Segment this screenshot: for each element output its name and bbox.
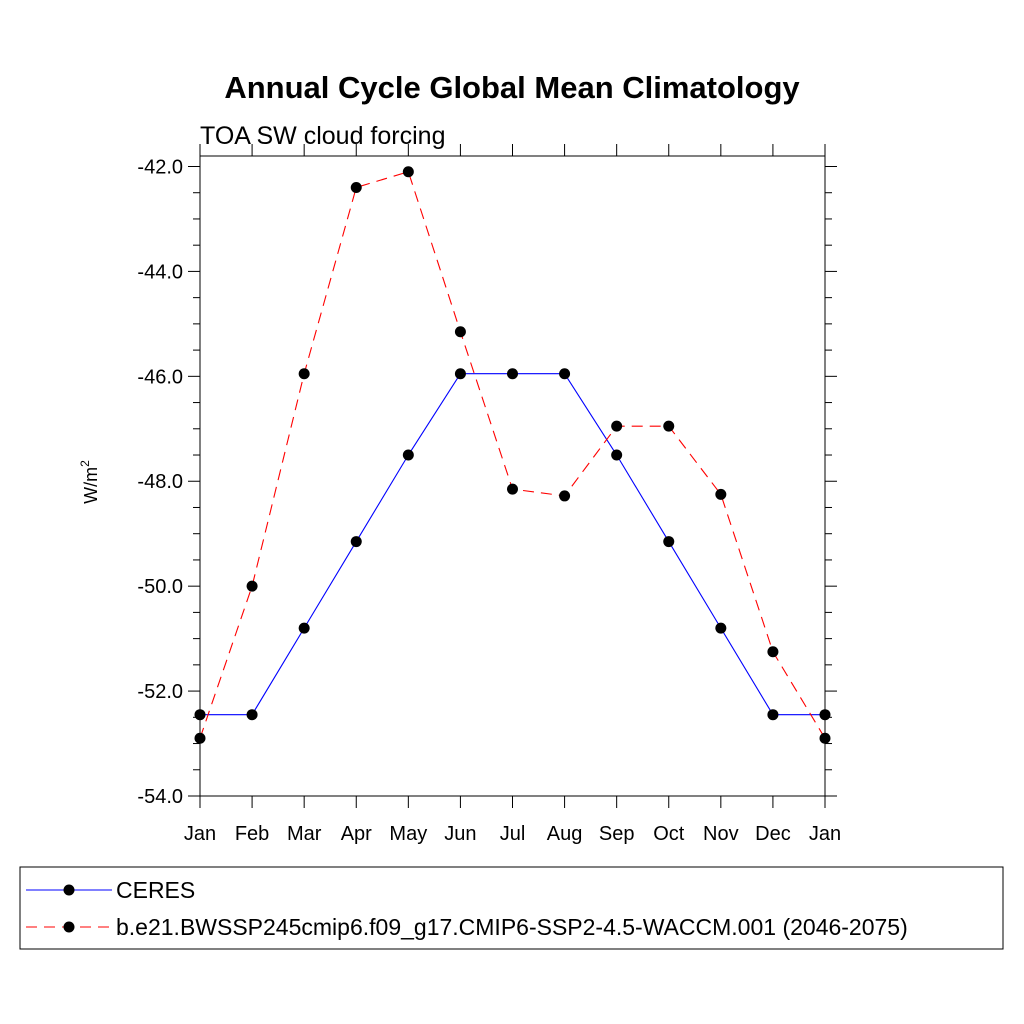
data-point <box>454 326 466 338</box>
data-point <box>507 368 518 380</box>
chart-title: Annual Cycle Global Mean Climatology <box>224 70 800 105</box>
series-line <box>200 373 825 716</box>
data-point <box>663 420 675 432</box>
data-point <box>559 490 571 502</box>
x-tick-label: Jan <box>184 823 216 845</box>
data-point <box>298 368 310 380</box>
legend-marker <box>63 921 75 933</box>
x-tick-label: Jan <box>809 823 841 845</box>
data-point <box>507 483 518 495</box>
y-axis-ticks: -42.0 -44.0 -46.0 -48.0 -50.0 -52.0 -54.0 <box>137 156 837 808</box>
data-point <box>194 709 206 721</box>
x-tick-label: Aug <box>547 823 583 845</box>
y-tick-label: -44.0 <box>137 261 183 283</box>
data-point <box>715 488 727 500</box>
data-point <box>611 449 623 461</box>
data-point <box>767 709 779 721</box>
y-axis-label: W/m2 <box>78 460 101 504</box>
legend-entry-2: b.e21.BWSSP245cmip6.f09_g17.CMIP6-SSP2-4… <box>26 914 908 940</box>
x-tick-label: Mar <box>287 823 322 845</box>
series-2 <box>194 166 831 744</box>
y-tick-label: -50.0 <box>137 576 183 598</box>
data-point <box>559 368 571 380</box>
x-tick-label: Dec <box>755 823 791 845</box>
chart-subtitle: TOA SW cloud forcing <box>200 122 445 150</box>
data-point <box>715 622 727 634</box>
data-point <box>402 166 414 178</box>
x-tick-label: Apr <box>341 823 372 845</box>
y-tick-label: -54.0 <box>137 786 183 808</box>
data-point <box>819 709 831 721</box>
x-tick-label: Sep <box>599 823 635 845</box>
y-tick-label: -46.0 <box>137 366 183 388</box>
data-point <box>819 732 831 744</box>
legend-label: b.e21.BWSSP245cmip6.f09_g17.CMIP6-SSP2-4… <box>116 914 908 940</box>
data-point <box>246 709 258 721</box>
legend-marker <box>63 884 75 896</box>
data-point <box>350 181 362 193</box>
series-1 <box>194 368 831 721</box>
x-axis-ticks: Jan Feb Mar Apr May Jun Jul Aug Sep Oct Nov Dec Jan <box>184 144 841 845</box>
data-point <box>454 368 466 380</box>
legend: CERES b.e21.BWSSP245cmip6.f09_g17.CMIP6-S… <box>19 866 1004 950</box>
data-point <box>246 580 258 592</box>
y-tick-label: -42.0 <box>137 156 183 178</box>
x-tick-label: Jun <box>444 823 476 845</box>
legend-box <box>19 866 1004 950</box>
data-point <box>767 646 779 658</box>
y-tick-label: -52.0 <box>137 681 183 703</box>
x-tick-label: Jul <box>500 823 526 845</box>
y-tick-label: -48.0 <box>137 471 183 493</box>
x-tick-label: Feb <box>235 823 269 845</box>
series-line <box>199 171 826 739</box>
plot-border <box>199 155 826 797</box>
x-tick-label: Nov <box>703 823 739 845</box>
plot-frame <box>199 155 826 797</box>
series-layer <box>194 166 831 744</box>
data-point <box>663 536 675 548</box>
data-point <box>350 536 362 548</box>
data-point <box>298 622 310 634</box>
data-point <box>611 420 623 432</box>
x-tick-label: May <box>389 823 427 845</box>
legend-label: CERES <box>116 877 195 903</box>
data-point <box>194 732 206 744</box>
data-point <box>402 449 414 461</box>
x-tick-label: Oct <box>653 823 685 845</box>
legend-entry-1: CERES <box>26 877 195 903</box>
